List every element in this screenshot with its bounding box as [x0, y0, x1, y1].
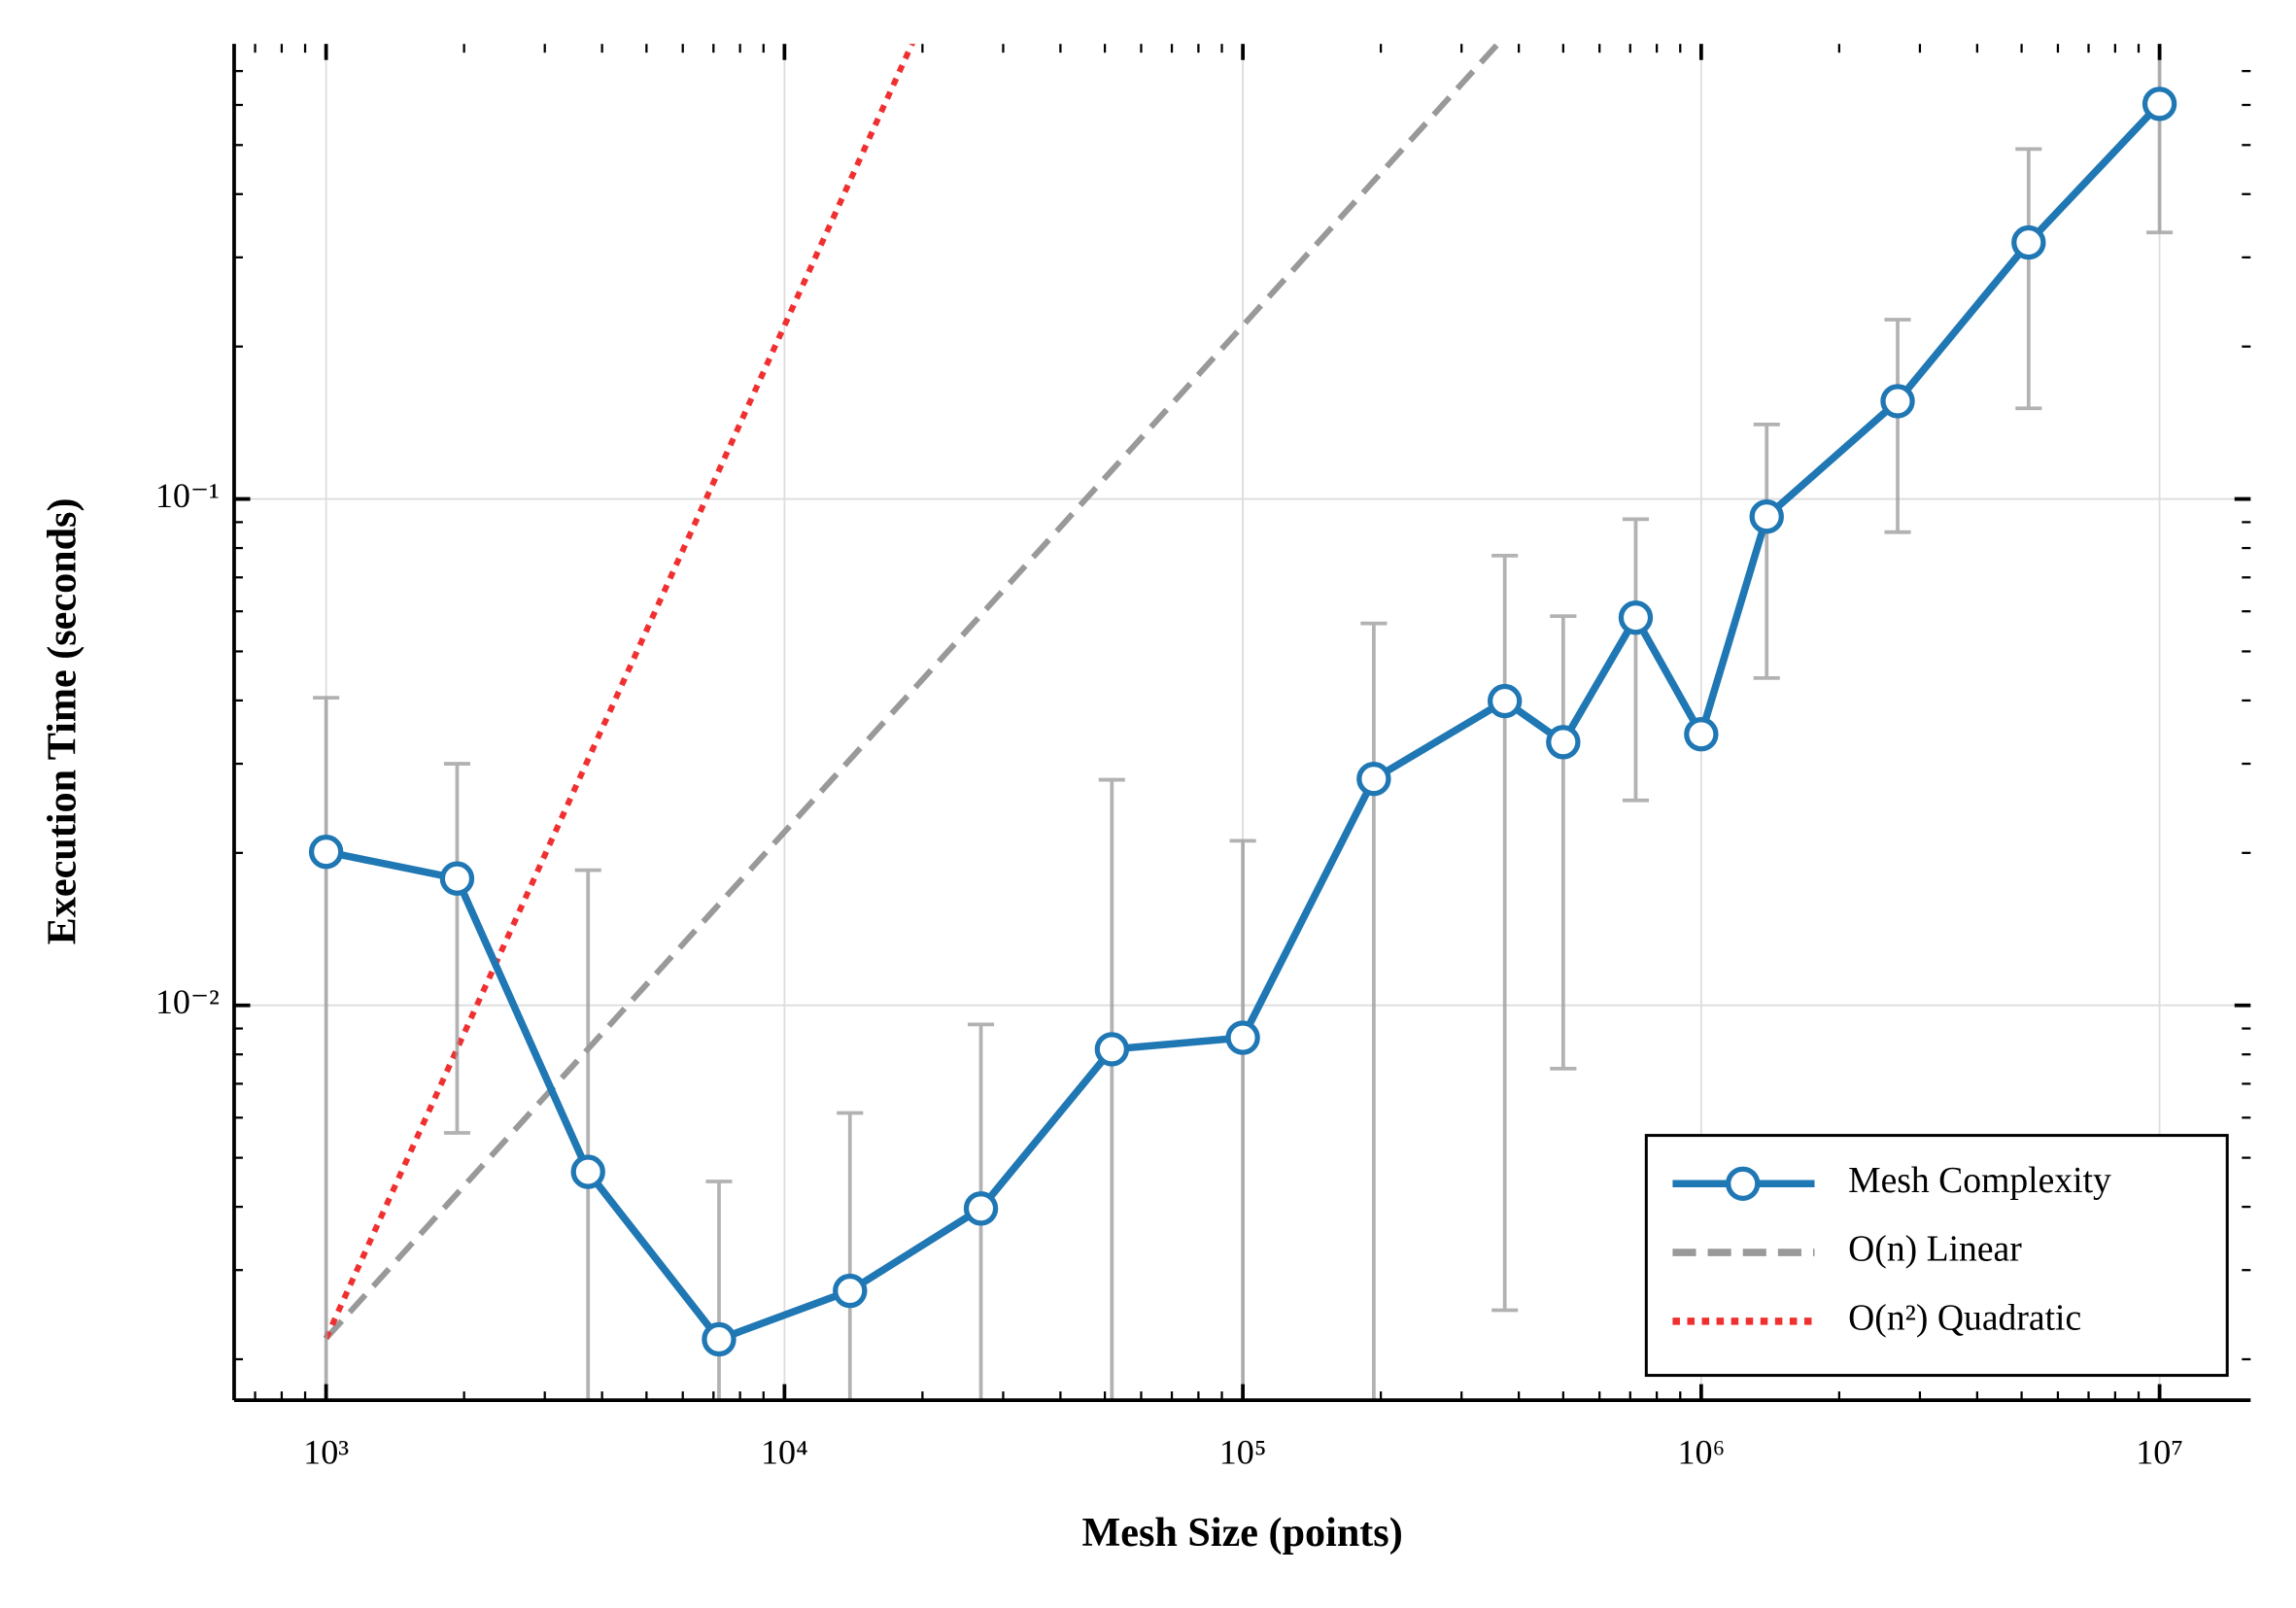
error-bar	[2015, 147, 2042, 411]
marker	[1880, 384, 1915, 419]
marker	[702, 1321, 737, 1357]
marker	[1094, 1032, 1130, 1067]
marker	[2011, 224, 2046, 260]
marker	[1618, 599, 1654, 635]
marker	[308, 835, 344, 870]
marker	[1225, 1020, 1260, 1055]
y-tick-label: 10⁻²	[155, 982, 220, 1021]
legend-marker	[1726, 1166, 1761, 1201]
legend-label: O(n²) Quadratic	[1848, 1297, 2081, 1338]
marker	[963, 1191, 999, 1226]
error-bar	[313, 696, 340, 1401]
error-bar	[967, 1022, 995, 1401]
error-bar	[1884, 318, 1911, 534]
marker	[1546, 725, 1581, 760]
marker	[570, 1154, 605, 1189]
error-bar	[1622, 517, 1650, 803]
x-tick-label: 10⁶	[1677, 1433, 1725, 1472]
error-bar	[1550, 614, 1577, 1071]
plot-area	[233, 44, 2251, 1401]
marker	[833, 1273, 868, 1309]
x-tick-label: 10³	[303, 1433, 349, 1472]
error-bar	[1229, 838, 1256, 1401]
error-bar	[1491, 553, 1519, 1313]
marker	[439, 861, 475, 896]
x-tick-label: 10⁴	[761, 1433, 808, 1472]
error-bar	[1098, 777, 1125, 1401]
marker	[1684, 717, 1719, 752]
y-axis-label: Execution Time (seconds)	[39, 498, 85, 945]
error-bar	[1360, 621, 1388, 1401]
marker	[2142, 86, 2177, 121]
legend-label: Mesh Complexity	[1848, 1160, 2111, 1201]
marker	[1356, 761, 1391, 797]
x-axis-label: Mesh Size (points)	[1082, 1510, 1403, 1556]
marker	[1487, 683, 1523, 719]
error-bar	[1753, 423, 1780, 680]
error-bar	[443, 762, 470, 1135]
x-tick-label: 10⁷	[2136, 1433, 2183, 1472]
marker	[1749, 498, 1784, 534]
x-tick-label: 10⁵	[1219, 1433, 1267, 1472]
legend: O(n) Linear O(n²) Quadratic Mesh Complexit…	[1644, 1134, 2229, 1378]
y-tick-label: 10⁻¹	[155, 476, 220, 515]
legend-label: O(n) Linear	[1848, 1229, 2022, 1270]
